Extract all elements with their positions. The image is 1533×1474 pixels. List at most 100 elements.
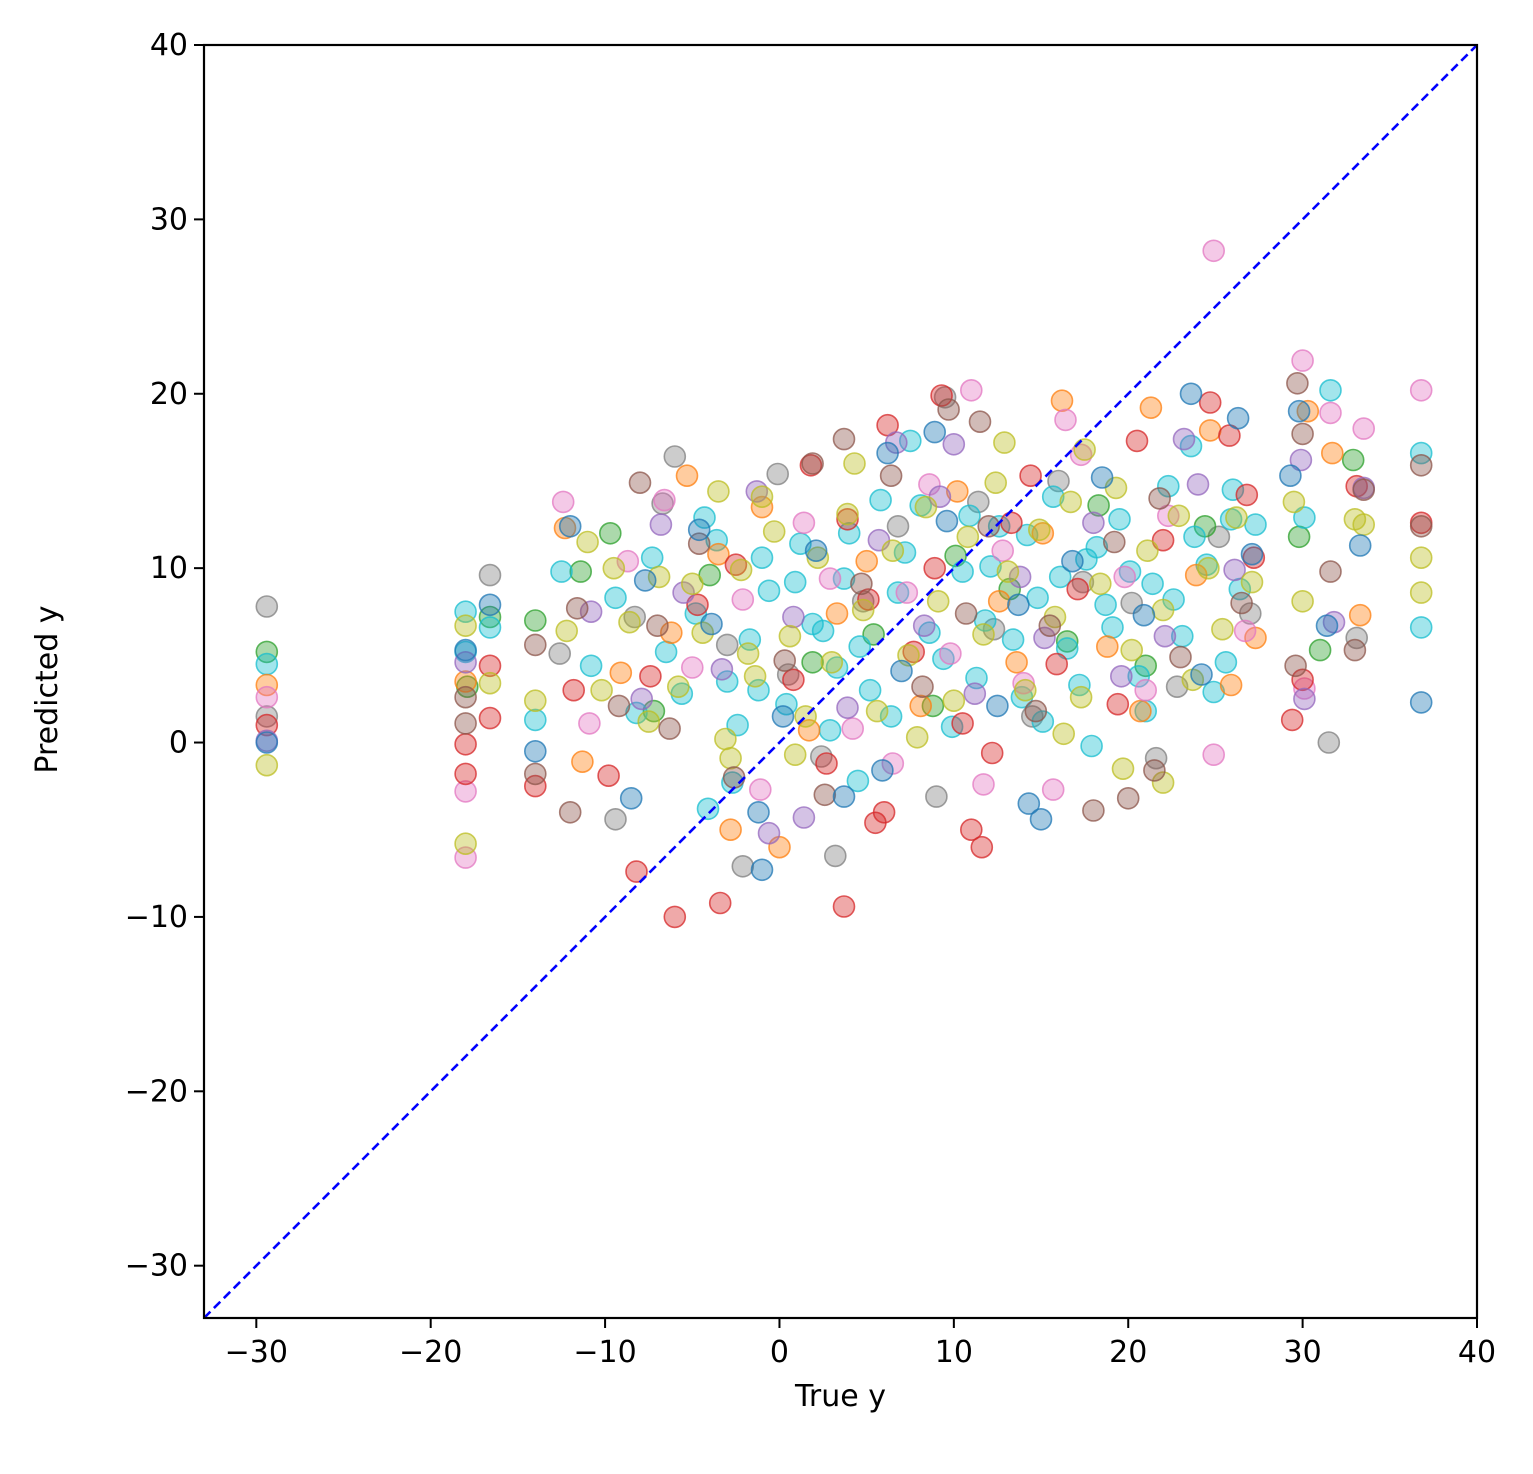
data-point bbox=[1211, 617, 1234, 641]
data-point bbox=[731, 854, 755, 878]
data-point bbox=[987, 589, 1011, 613]
data-point bbox=[659, 621, 683, 645]
data-point bbox=[569, 560, 593, 583]
data-point bbox=[1352, 478, 1375, 502]
data-point bbox=[818, 718, 842, 742]
data-point bbox=[1233, 619, 1257, 643]
data-point bbox=[879, 464, 903, 488]
data-point bbox=[757, 821, 781, 845]
data-point bbox=[255, 640, 279, 664]
x-tick-label: −20 bbox=[399, 1335, 462, 1370]
data-point bbox=[1198, 419, 1222, 442]
data-point bbox=[797, 718, 821, 742]
data-point bbox=[1409, 581, 1433, 604]
data-point bbox=[1061, 549, 1084, 573]
data-point bbox=[848, 635, 872, 658]
data-point bbox=[672, 581, 695, 604]
data-point bbox=[1066, 577, 1089, 601]
data-point bbox=[750, 858, 774, 882]
data-point bbox=[562, 678, 586, 702]
data-point bbox=[1090, 466, 1114, 489]
data-point bbox=[846, 769, 870, 793]
data-point bbox=[548, 642, 572, 665]
data-point bbox=[876, 441, 899, 465]
data-point bbox=[1279, 464, 1302, 488]
data-point bbox=[1073, 438, 1096, 461]
data-point bbox=[984, 471, 1008, 495]
data-point bbox=[963, 682, 987, 706]
data-point bbox=[1024, 699, 1048, 723]
data-point bbox=[550, 560, 573, 583]
data-point bbox=[616, 549, 640, 573]
data-point bbox=[1287, 525, 1311, 549]
data-point bbox=[523, 708, 547, 732]
data-point bbox=[628, 471, 652, 495]
data-point bbox=[1089, 572, 1112, 596]
data-point bbox=[804, 539, 828, 563]
data-point bbox=[478, 563, 502, 587]
data-point bbox=[1186, 473, 1210, 496]
data-point bbox=[700, 612, 723, 636]
data-point bbox=[1001, 628, 1025, 651]
data-point bbox=[747, 800, 770, 824]
y-tick-label: 40 bbox=[150, 28, 188, 63]
data-point bbox=[607, 694, 631, 718]
data-point bbox=[663, 905, 687, 929]
data-point bbox=[731, 588, 755, 611]
data-point bbox=[571, 750, 594, 774]
data-point bbox=[925, 785, 948, 808]
data-point bbox=[255, 685, 279, 709]
data-point bbox=[1190, 663, 1213, 686]
data-point bbox=[1352, 417, 1375, 440]
data-point bbox=[1409, 453, 1433, 477]
data-point bbox=[675, 464, 699, 488]
data-point bbox=[691, 621, 715, 645]
data-point bbox=[1293, 687, 1316, 711]
x-axis: −30 −20 −10 0 10 20 30 40 bbox=[225, 1318, 1496, 1370]
data-point bbox=[696, 797, 720, 821]
data-point bbox=[869, 488, 892, 512]
data-point bbox=[1315, 614, 1339, 638]
data-point bbox=[930, 384, 953, 407]
x-tick-label: −10 bbox=[573, 1335, 636, 1370]
data-point bbox=[1085, 535, 1109, 559]
data-point bbox=[977, 514, 1001, 538]
data-point bbox=[1026, 586, 1049, 610]
data-point bbox=[1129, 699, 1152, 723]
data-point bbox=[1280, 708, 1304, 732]
data-point bbox=[653, 488, 676, 512]
data-point bbox=[707, 542, 730, 566]
data-point bbox=[1341, 448, 1365, 472]
data-point bbox=[843, 452, 866, 475]
data-point bbox=[935, 509, 959, 533]
data-point bbox=[951, 560, 974, 583]
data-point bbox=[708, 891, 732, 915]
data-point bbox=[1019, 464, 1042, 488]
data-point bbox=[1059, 490, 1082, 514]
data-point bbox=[1106, 692, 1130, 716]
data-point bbox=[1308, 638, 1332, 662]
data-point bbox=[1409, 514, 1433, 538]
data-point bbox=[1409, 546, 1433, 570]
data-point bbox=[1284, 654, 1307, 678]
data-point bbox=[647, 565, 671, 589]
data-point bbox=[454, 650, 477, 674]
data-point bbox=[879, 705, 903, 728]
data-point bbox=[1041, 778, 1065, 801]
data-point bbox=[926, 589, 950, 613]
data-point bbox=[1048, 565, 1072, 589]
data-point bbox=[523, 689, 547, 713]
data-point bbox=[1219, 673, 1243, 697]
data-point bbox=[1050, 389, 1074, 413]
data-point bbox=[523, 774, 547, 798]
data-point bbox=[982, 617, 1006, 641]
data-point bbox=[454, 712, 477, 735]
data-point bbox=[637, 710, 661, 733]
y-tick-label: 10 bbox=[150, 551, 188, 586]
data-point bbox=[687, 518, 711, 542]
data-point bbox=[602, 556, 626, 580]
data-point bbox=[972, 623, 995, 646]
data-point bbox=[1134, 678, 1157, 702]
data-point bbox=[1028, 518, 1051, 542]
